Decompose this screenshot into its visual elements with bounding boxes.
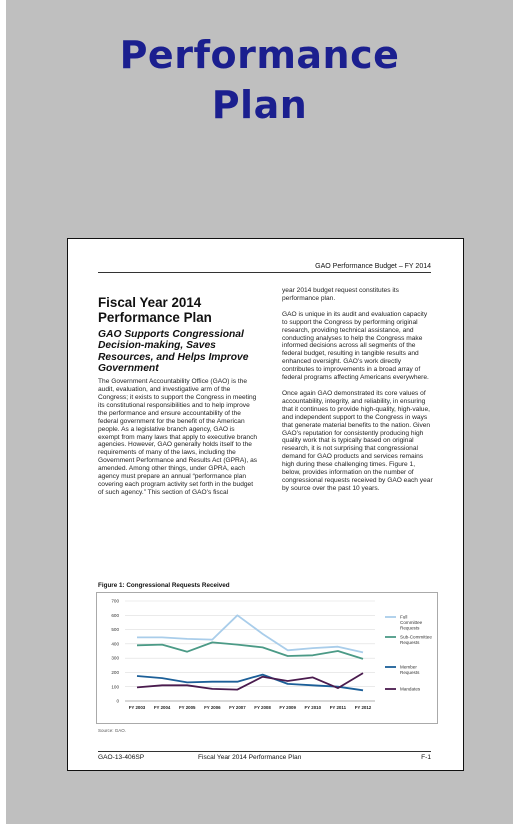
cover-title-line-2: Plan	[211, 83, 308, 127]
x-tick-label: FY 2009	[279, 705, 296, 710]
x-tick-label: FY 2005	[179, 705, 196, 710]
legend-label: Mandates	[400, 687, 421, 692]
footer-page-number: F-1	[421, 754, 431, 761]
x-tick-label: FY 2008	[254, 705, 271, 710]
legend-label: Sub-Committee	[400, 635, 432, 640]
footer-report-number: GAO-13-406SP	[98, 754, 145, 761]
x-tick-label: FY 2003	[129, 705, 146, 710]
y-tick-label: 600	[111, 613, 119, 618]
x-tick-label: FY 2004	[154, 705, 171, 710]
y-tick-label: 0	[116, 699, 119, 704]
line-chart: 0 100 200 300 400 500 600 700 FY 2003 FY 2004 FY 2…	[111, 599, 432, 710]
left-paragraph: The Government Accountability Office (GA…	[98, 378, 258, 496]
footer-title: Fiscal Year 2014 Performance Plan	[198, 754, 302, 761]
cover-title-line-1: Performance	[119, 33, 400, 77]
series-line	[136, 641, 364, 660]
right-paragraph-1: year 2014 budget request constitutes its…	[282, 287, 399, 302]
series-line	[137, 614, 364, 654]
legend-label: Member	[400, 665, 417, 670]
document-page: GAO Performance Budget – FY 2014 Fiscal …	[67, 238, 464, 771]
series-line	[136, 672, 364, 691]
running-header: GAO Performance Budget – FY 2014	[98, 263, 431, 273]
x-tick-label: FY 2007	[229, 705, 246, 710]
y-tick-label: 200	[111, 670, 119, 675]
legend-label: Requests	[400, 640, 420, 645]
section-subheading: GAO Supports Congressional Decision-maki…	[98, 329, 249, 374]
right-column: year 2014 budget request constitutes its…	[282, 287, 434, 501]
x-tick-label: FY 2011	[330, 705, 347, 710]
right-paragraph-3: Once again GAO demonstrated its core val…	[282, 389, 433, 492]
y-tick-label: 500	[111, 627, 119, 632]
section-heading: Fiscal Year 2014 Performance Plan	[98, 295, 212, 325]
legend-label: Full	[400, 615, 407, 620]
y-tick-label: 700	[111, 599, 119, 604]
y-tick-label: 100	[111, 684, 119, 689]
cover-background: Performance Plan GAO Performance Budget …	[6, 0, 513, 824]
x-tick-label: FY 2010	[305, 705, 322, 710]
figure-caption: Figure 1: Congressional Requests Receive…	[98, 582, 230, 589]
left-column: Fiscal Year 2014 Performance Plan GAO Su…	[98, 291, 258, 505]
series-line	[136, 673, 364, 692]
cover-title: Performance Plan	[6, 30, 513, 130]
x-tick-label: FY 2012	[355, 705, 372, 710]
legend-label: Committee	[400, 620, 423, 625]
right-paragraph-2: GAO is unique in its audit and evaluatio…	[282, 310, 429, 382]
legend-label: Requests	[400, 670, 420, 675]
figure-source: Source: GAO.	[98, 728, 127, 733]
legend-label: Requests	[400, 625, 420, 630]
y-tick-label: 300	[111, 656, 119, 661]
chart-frame: 0 100 200 300 400 500 600 700 FY 2003 FY 2004 FY 2…	[96, 592, 438, 724]
page-footer: GAO-13-406SP Fiscal Year 2014 Performanc…	[98, 751, 431, 761]
y-tick-label: 400	[111, 641, 119, 646]
x-tick-label: FY 2006	[204, 705, 221, 710]
